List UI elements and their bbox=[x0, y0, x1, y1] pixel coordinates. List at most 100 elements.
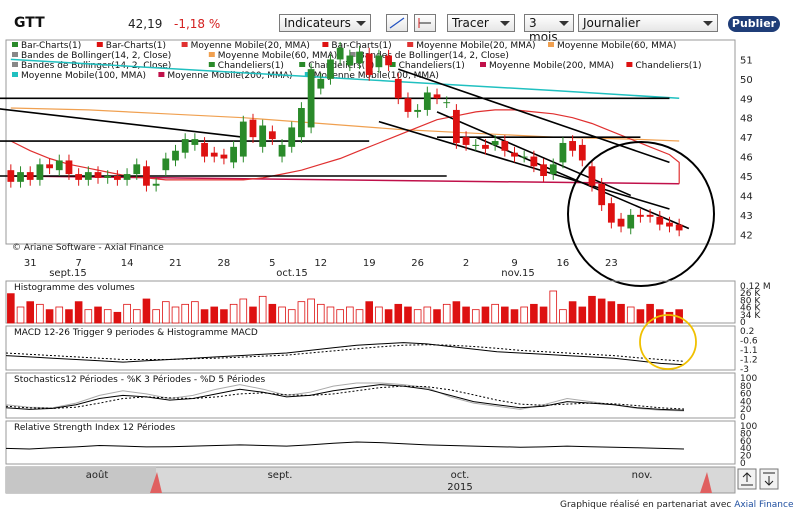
volume-bar bbox=[607, 301, 616, 324]
candle bbox=[133, 164, 141, 175]
candle bbox=[385, 55, 392, 66]
volume-bar bbox=[258, 295, 267, 324]
price-tick-label: 45 bbox=[740, 172, 753, 183]
legend-entry: Moyenne Mobile(200, MMA) bbox=[489, 61, 614, 71]
rsi-tick-label: 60 bbox=[740, 437, 752, 447]
legend-entry: Moyenne Mobile(20, MMA) bbox=[416, 41, 535, 51]
trend-line bbox=[378, 120, 670, 210]
candle bbox=[298, 108, 305, 138]
volume-bar bbox=[94, 306, 102, 324]
indicators-dropdown[interactable]: Indicateurs bbox=[279, 14, 371, 32]
candle bbox=[94, 172, 102, 178]
navigator-right-handle bbox=[700, 472, 712, 493]
legend-entry: Moyenne Mobile(60, MMA) bbox=[218, 51, 337, 61]
candle bbox=[327, 59, 334, 79]
date-tick-label: 5 bbox=[269, 258, 275, 269]
volume-bar bbox=[36, 303, 44, 324]
volume-bar bbox=[45, 309, 54, 324]
legend-entry: Moyenne Mobile(100, MMA) bbox=[21, 71, 146, 81]
candle bbox=[249, 119, 257, 138]
date-tick-label: 28 bbox=[218, 258, 231, 269]
candle bbox=[356, 51, 363, 64]
volume-bar bbox=[578, 306, 587, 324]
stochastics-frame bbox=[5, 372, 736, 419]
date-tick-label: 23 bbox=[605, 258, 618, 269]
legend-entry: Bandes de Bollinger(14, 2, Close) bbox=[21, 51, 171, 61]
volume-bar bbox=[297, 301, 306, 324]
stochastics-tick-label: 20 bbox=[740, 405, 752, 415]
price-chart: 42 43 44 45 46 47 48 49 50 51 Bar-Charts(1) Bar-Cha… bbox=[0, 39, 753, 287]
draw-line-tool-button[interactable] bbox=[386, 14, 408, 32]
date-tick-label: 26 bbox=[411, 258, 424, 269]
volume-bar bbox=[520, 306, 528, 324]
ma200-line bbox=[10, 175, 680, 185]
legend-entry: Moyenne Mobile(20, MMA) bbox=[191, 41, 310, 51]
macd-frame bbox=[5, 325, 736, 371]
volume-bar bbox=[588, 295, 596, 324]
date-tick-label: 9 bbox=[511, 258, 517, 269]
arrow-down-icon bbox=[763, 472, 775, 486]
rsi-tick-label: 0 bbox=[740, 459, 746, 469]
price-tick-label: 43 bbox=[740, 211, 753, 222]
volume-bar bbox=[113, 311, 122, 324]
time-navigator[interactable]: août sept. oct. nov. 2015 bbox=[5, 466, 779, 494]
price-tick-label: 46 bbox=[740, 153, 753, 164]
volume-bar bbox=[665, 311, 674, 324]
chevron-down-icon bbox=[703, 21, 713, 26]
volume-bar bbox=[65, 309, 73, 324]
period-dropdown[interactable]: 3 mois bbox=[524, 14, 574, 44]
candle bbox=[637, 214, 644, 217]
interval-dropdown[interactable]: Journalier bbox=[578, 14, 718, 32]
date-tick-label: 16 bbox=[557, 258, 570, 269]
candle bbox=[501, 141, 509, 151]
price-tick-label: 42 bbox=[740, 230, 753, 241]
date-tick-label: 2 bbox=[463, 258, 469, 269]
navigator-month-label: oct. bbox=[451, 470, 470, 481]
legend-entry: Chandeliers(1) bbox=[399, 61, 465, 71]
candle bbox=[617, 218, 625, 227]
candle bbox=[162, 158, 170, 171]
date-tick-label: 21 bbox=[169, 258, 182, 269]
volume-bar bbox=[74, 301, 83, 324]
stochastics-tick-label: 60 bbox=[740, 390, 752, 400]
volume-bar bbox=[123, 303, 131, 324]
volume-bar bbox=[530, 303, 538, 324]
stoch-k-line bbox=[5, 384, 685, 411]
price-tick-label: 49 bbox=[740, 94, 753, 105]
candle bbox=[259, 125, 267, 147]
horizontal-line-tool-button[interactable] bbox=[414, 14, 436, 32]
candle bbox=[666, 222, 673, 227]
candle bbox=[36, 164, 44, 180]
horizontal-line-icon bbox=[418, 18, 431, 28]
volume-bar bbox=[442, 303, 451, 324]
volume-tick-label: 26 K bbox=[740, 289, 761, 299]
volume-bar bbox=[501, 306, 509, 324]
candle bbox=[423, 92, 431, 110]
stochastics-tick-label: 80 bbox=[740, 382, 752, 392]
legend-swatch bbox=[407, 42, 414, 47]
footer-link[interactable]: Axial Finance bbox=[734, 500, 794, 510]
macd-tick-label: -1.1 bbox=[740, 346, 758, 356]
candle bbox=[627, 214, 635, 229]
candle bbox=[113, 176, 121, 180]
legend-swatch bbox=[158, 72, 165, 77]
toolbar: GTT 42,19 -1,18 % Indicateurs Tracer 3 m… bbox=[0, 0, 811, 44]
publish-button[interactable]: Publier bbox=[728, 16, 780, 32]
candle bbox=[181, 139, 189, 153]
legend-swatch bbox=[12, 52, 18, 57]
volume-bar bbox=[16, 306, 25, 324]
date-tick-label: 12 bbox=[314, 258, 327, 269]
macd-tick-label: -0.6 bbox=[740, 337, 758, 347]
candle bbox=[191, 139, 199, 145]
candle bbox=[452, 109, 460, 143]
candle bbox=[578, 144, 586, 161]
footer-credit: Graphique réalisé en partenariat avec Ax… bbox=[560, 500, 793, 510]
trend-line-icon bbox=[389, 17, 405, 29]
volume-bar bbox=[481, 306, 490, 324]
volume-bar bbox=[568, 301, 577, 324]
volume-bar bbox=[132, 309, 141, 324]
volume-chart: Histogramme des volumes 0.12 M26 K80 K46 … bbox=[5, 280, 771, 328]
candle bbox=[17, 172, 24, 182]
draw-dropdown[interactable]: Tracer bbox=[447, 14, 515, 32]
volume-bar bbox=[491, 303, 499, 324]
